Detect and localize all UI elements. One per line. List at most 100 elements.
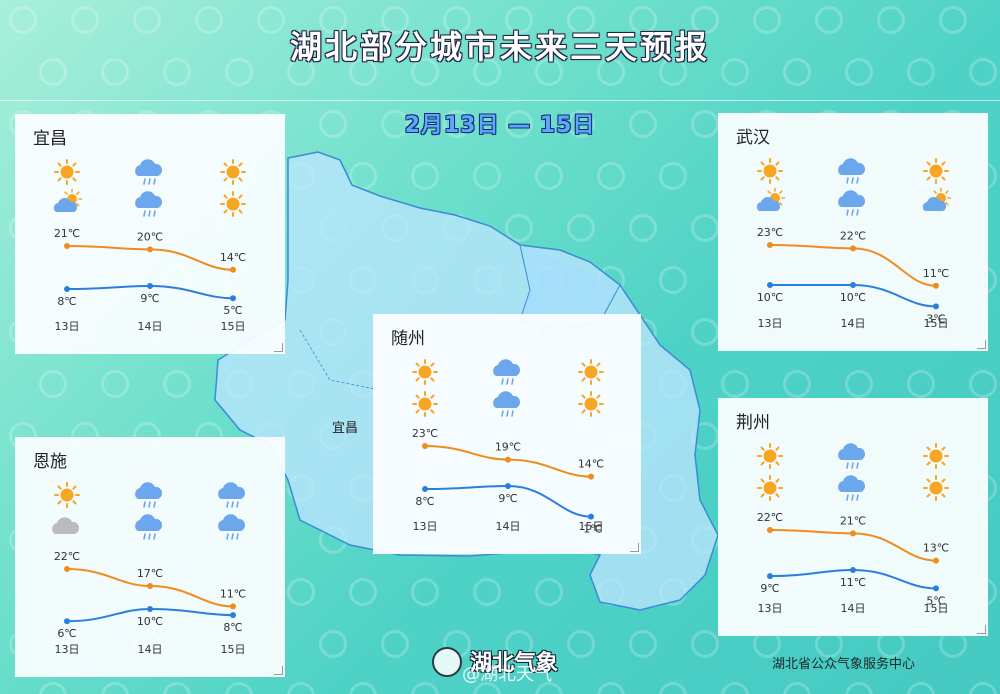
high-temp-line-point [505, 456, 511, 463]
low-temp-line-point [767, 282, 773, 288]
high-temp-label: 23℃ [757, 226, 783, 239]
low-temp-label: 9℃ [140, 292, 159, 305]
watermark-circle [535, 58, 564, 86]
low-temp-label: 9℃ [760, 582, 779, 595]
high-temp-line-point [64, 566, 70, 572]
watermark-circle [505, 214, 534, 242]
high-temp-line-point [147, 583, 153, 589]
rain-cloud-icon [135, 159, 163, 185]
watermark-circle [505, 110, 534, 138]
panel-city-name: 恩施 [33, 452, 67, 472]
high-temp-label: 21℃ [54, 227, 80, 240]
high-temp-label: 19℃ [495, 441, 521, 454]
rain-cloud-icon [838, 190, 866, 216]
rain-cloud-icon [135, 482, 163, 508]
high-temp-line-point [850, 245, 856, 252]
high-temp-line-point [933, 557, 939, 564]
high-temp-line-point [933, 282, 939, 289]
watermark-circle [381, 110, 410, 138]
day-label: 13日 [55, 643, 80, 656]
day-label: 13日 [55, 320, 80, 333]
watermark-circle [691, 318, 720, 346]
watermark-circle [319, 630, 348, 658]
weibo-icon [432, 647, 462, 677]
day-label: 14日 [138, 320, 163, 333]
watermark-circle [567, 214, 596, 242]
watermark-circle [225, 58, 254, 86]
low-temp-label: 11℃ [840, 576, 866, 589]
day-label: 15日 [221, 320, 246, 333]
high-temp-label: 21℃ [840, 514, 866, 527]
forecast-graphic: 23℃ 19℃ 14℃ 8℃ 9℃ -1℃ 13日 14日 15日 [412, 359, 604, 536]
high-temp-label: 13℃ [923, 542, 949, 555]
rain-cloud-icon [493, 359, 521, 385]
low-temp-label: 10℃ [137, 615, 163, 628]
watermark-circle [39, 58, 68, 86]
sun-cloud-icon [756, 187, 786, 211]
rain-cloud-icon [493, 391, 521, 417]
panel-city-name: 宜昌 [33, 129, 67, 149]
watermark-circle [659, 58, 688, 86]
low-temp-label: 10℃ [840, 291, 866, 304]
watermark-circle [815, 6, 844, 34]
day-label: 14日 [841, 317, 866, 330]
watermark-circle [845, 370, 874, 398]
high-temp-line-point [588, 473, 594, 480]
low-temp-label: 8℃ [57, 295, 76, 308]
day-label: 13日 [413, 520, 438, 533]
resize-handle [274, 666, 283, 675]
low-temp-label: 3℃ [926, 312, 945, 325]
high-temp-label: 11℃ [923, 267, 949, 280]
high-temp-label: 14℃ [578, 458, 604, 471]
map-label-yichang: 宜昌 [332, 421, 359, 436]
watermark-circle [163, 58, 192, 86]
watermark-circle [691, 630, 720, 658]
watermark-circle [721, 370, 750, 398]
sun-icon [757, 475, 783, 501]
high-temp-label: 17℃ [137, 567, 163, 580]
high-temp-line-point [767, 527, 773, 533]
watermark-circle [629, 214, 658, 242]
low-temp-label: 6℃ [57, 627, 76, 640]
day-label: 15日 [579, 520, 604, 533]
low-temp-label: 10℃ [757, 291, 783, 304]
rain-cloud-icon [218, 514, 246, 540]
watermark-circle [381, 6, 410, 34]
watermark-circle [753, 6, 782, 34]
watermark-circle [567, 110, 596, 138]
sun-icon [757, 443, 783, 469]
watermark-circle [721, 58, 750, 86]
day-label: 13日 [758, 602, 783, 615]
date-range: 2月13日 — 15日 [404, 113, 596, 138]
low-temp-line-point [64, 618, 70, 625]
watermark-circle [629, 110, 658, 138]
high-temp-label: 20℃ [137, 230, 163, 243]
low-temp-line-point [588, 513, 594, 520]
day-label: 14日 [841, 602, 866, 615]
watermark-circle [969, 370, 998, 398]
day-label: 15日 [924, 602, 949, 615]
low-temp-line-point [230, 612, 236, 619]
watermark-circle [907, 370, 936, 398]
watermark-circle [411, 58, 440, 86]
watermark-circle [473, 162, 502, 190]
watermark-circle [381, 630, 410, 658]
watermark-circle [319, 110, 348, 138]
watermark-circle [939, 6, 968, 34]
day-label: 13日 [758, 317, 783, 330]
watermark-circle [473, 578, 502, 606]
forecast-graphic: 23℃ 22℃ 11℃ 10℃ 10℃ 3℃ 13日 14日 15日 [756, 158, 952, 330]
sun-icon [412, 359, 438, 385]
watermark-circle [473, 58, 502, 86]
low-temp-line-point [230, 295, 236, 302]
sun-icon [220, 191, 246, 217]
high-temp-line-point [850, 530, 856, 537]
low-temp-label: 5℃ [223, 304, 242, 317]
watermark-circle [505, 6, 534, 34]
watermark-circle [163, 370, 192, 398]
watermark-circle [287, 578, 316, 606]
page-title: 湖北部分城市未来三天预报 [289, 28, 710, 66]
sun-cloud-icon [53, 188, 83, 212]
low-temp-line-point [767, 573, 773, 580]
